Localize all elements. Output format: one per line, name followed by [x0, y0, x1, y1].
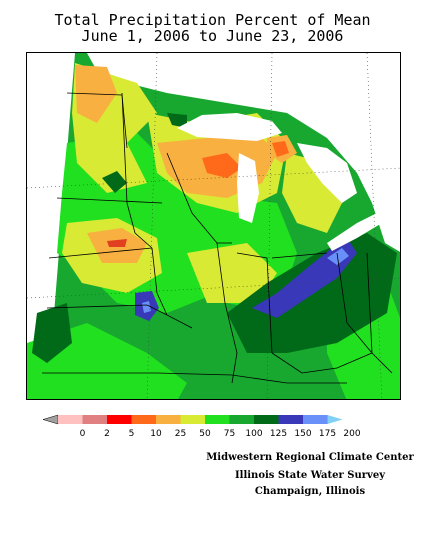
map-title-line1: Total Precipitation Percent of Mean: [54, 11, 371, 29]
map-svg: [27, 53, 400, 399]
legend-swatch: [180, 415, 205, 424]
region-light-blue-ohio: [327, 248, 349, 265]
boundary-oh-pa: [336, 252, 373, 354]
boundary-ky: [271, 352, 373, 374]
legend-label: 2: [104, 429, 110, 439]
legend-label: 100: [245, 429, 262, 439]
region-red-west: [107, 239, 127, 247]
credit-isws: Illinois State Water Survey: [234, 470, 386, 481]
region-yellow-center: [187, 243, 277, 303]
legend-swatch: [229, 415, 254, 424]
map-title-line2: June 1, 2006 to June 23, 2006: [81, 27, 344, 45]
legend-swatch: [107, 415, 132, 424]
region-dark-green-southwest: [32, 303, 72, 363]
boundary-ne-ia: [48, 247, 153, 259]
lake-erie: [327, 213, 382, 251]
legend-swatch: [254, 415, 279, 424]
boundary-mn-west: [121, 92, 153, 249]
legend-label: 125: [270, 429, 287, 439]
boundary-sd-ne: [56, 197, 163, 204]
legend-swatch: [131, 415, 156, 424]
legend-label: 0: [80, 429, 86, 439]
outside-northeast: [87, 53, 400, 252]
region-dark-green-minnesota: [102, 171, 127, 193]
legend-label: 200: [343, 429, 360, 439]
legend-label: 10: [150, 429, 162, 439]
lat-lon-grid: [27, 53, 400, 399]
legend-swatch: [205, 415, 230, 424]
boundary-mi-oh: [271, 252, 328, 259]
boundary-ia-il: [151, 247, 193, 329]
legend-arrow-left: [42, 414, 59, 425]
boundary-mn-wi: [166, 152, 232, 244]
legend-label: 50: [199, 429, 211, 439]
credit-location: Champaign, Illinois: [254, 486, 366, 497]
legend-swatch: [303, 415, 328, 424]
legend-label: 175: [319, 429, 336, 439]
lake-superior: [177, 113, 282, 141]
legend-label: 5: [129, 429, 135, 439]
credit-mrcc: Midwestern Regional Climate Center: [206, 452, 414, 463]
region-dark-green-north: [167, 113, 187, 128]
region-orange-red-peninsula: [272, 141, 289, 157]
boundary-ks-mo: [46, 304, 168, 316]
legend-arrow-right: [327, 415, 343, 424]
legend-label: 25: [175, 429, 186, 439]
precipitation-map: [26, 52, 401, 400]
boundary-wv: [366, 252, 393, 374]
lake-huron: [297, 143, 357, 203]
lake-michigan: [237, 153, 259, 223]
boundary-il-in: [216, 242, 238, 384]
region-orange-red-wisconsin: [202, 153, 242, 178]
color-legend: 0 2 5 10 25 50 75 100 125 150 175 200: [42, 414, 361, 439]
state-boundaries: [42, 92, 393, 384]
legend-swatch: [82, 415, 107, 424]
legend-swatch: [156, 415, 181, 424]
legend-swatch: [58, 415, 83, 424]
boundary-tn: [156, 372, 347, 384]
boundary-in-oh: [236, 252, 273, 354]
legend-swatch: [278, 415, 303, 424]
region-light-blue-iowa: [142, 301, 151, 313]
legend-label: 75: [224, 429, 235, 439]
legend-label: 150: [294, 429, 311, 439]
